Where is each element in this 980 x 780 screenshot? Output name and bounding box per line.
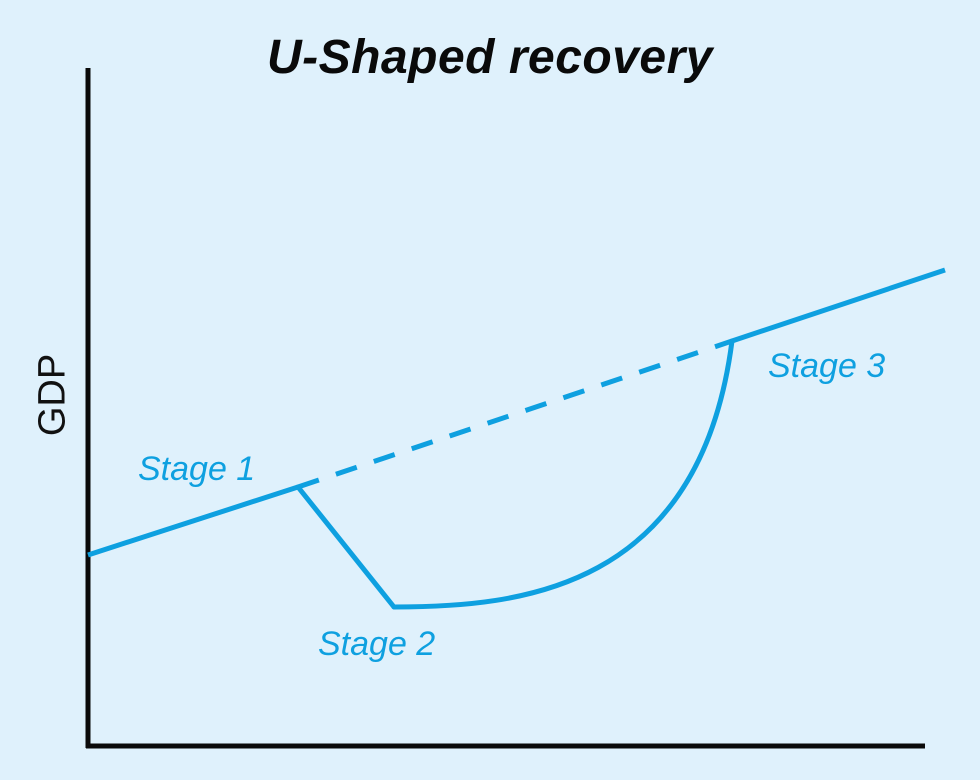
trend-line-before — [87, 484, 299, 558]
stage-2-label: Stage 2 — [318, 625, 436, 663]
trend-line-dashed — [297, 338, 733, 490]
diagram-title: U-Shaped recovery — [266, 31, 713, 84]
trend-line-after — [731, 267, 946, 344]
stage-3-label: Stage 3 — [768, 347, 886, 385]
recovery-curve — [391, 338, 735, 610]
stage-1-label: Stage 1 — [138, 450, 256, 488]
decline-line — [295, 484, 397, 610]
